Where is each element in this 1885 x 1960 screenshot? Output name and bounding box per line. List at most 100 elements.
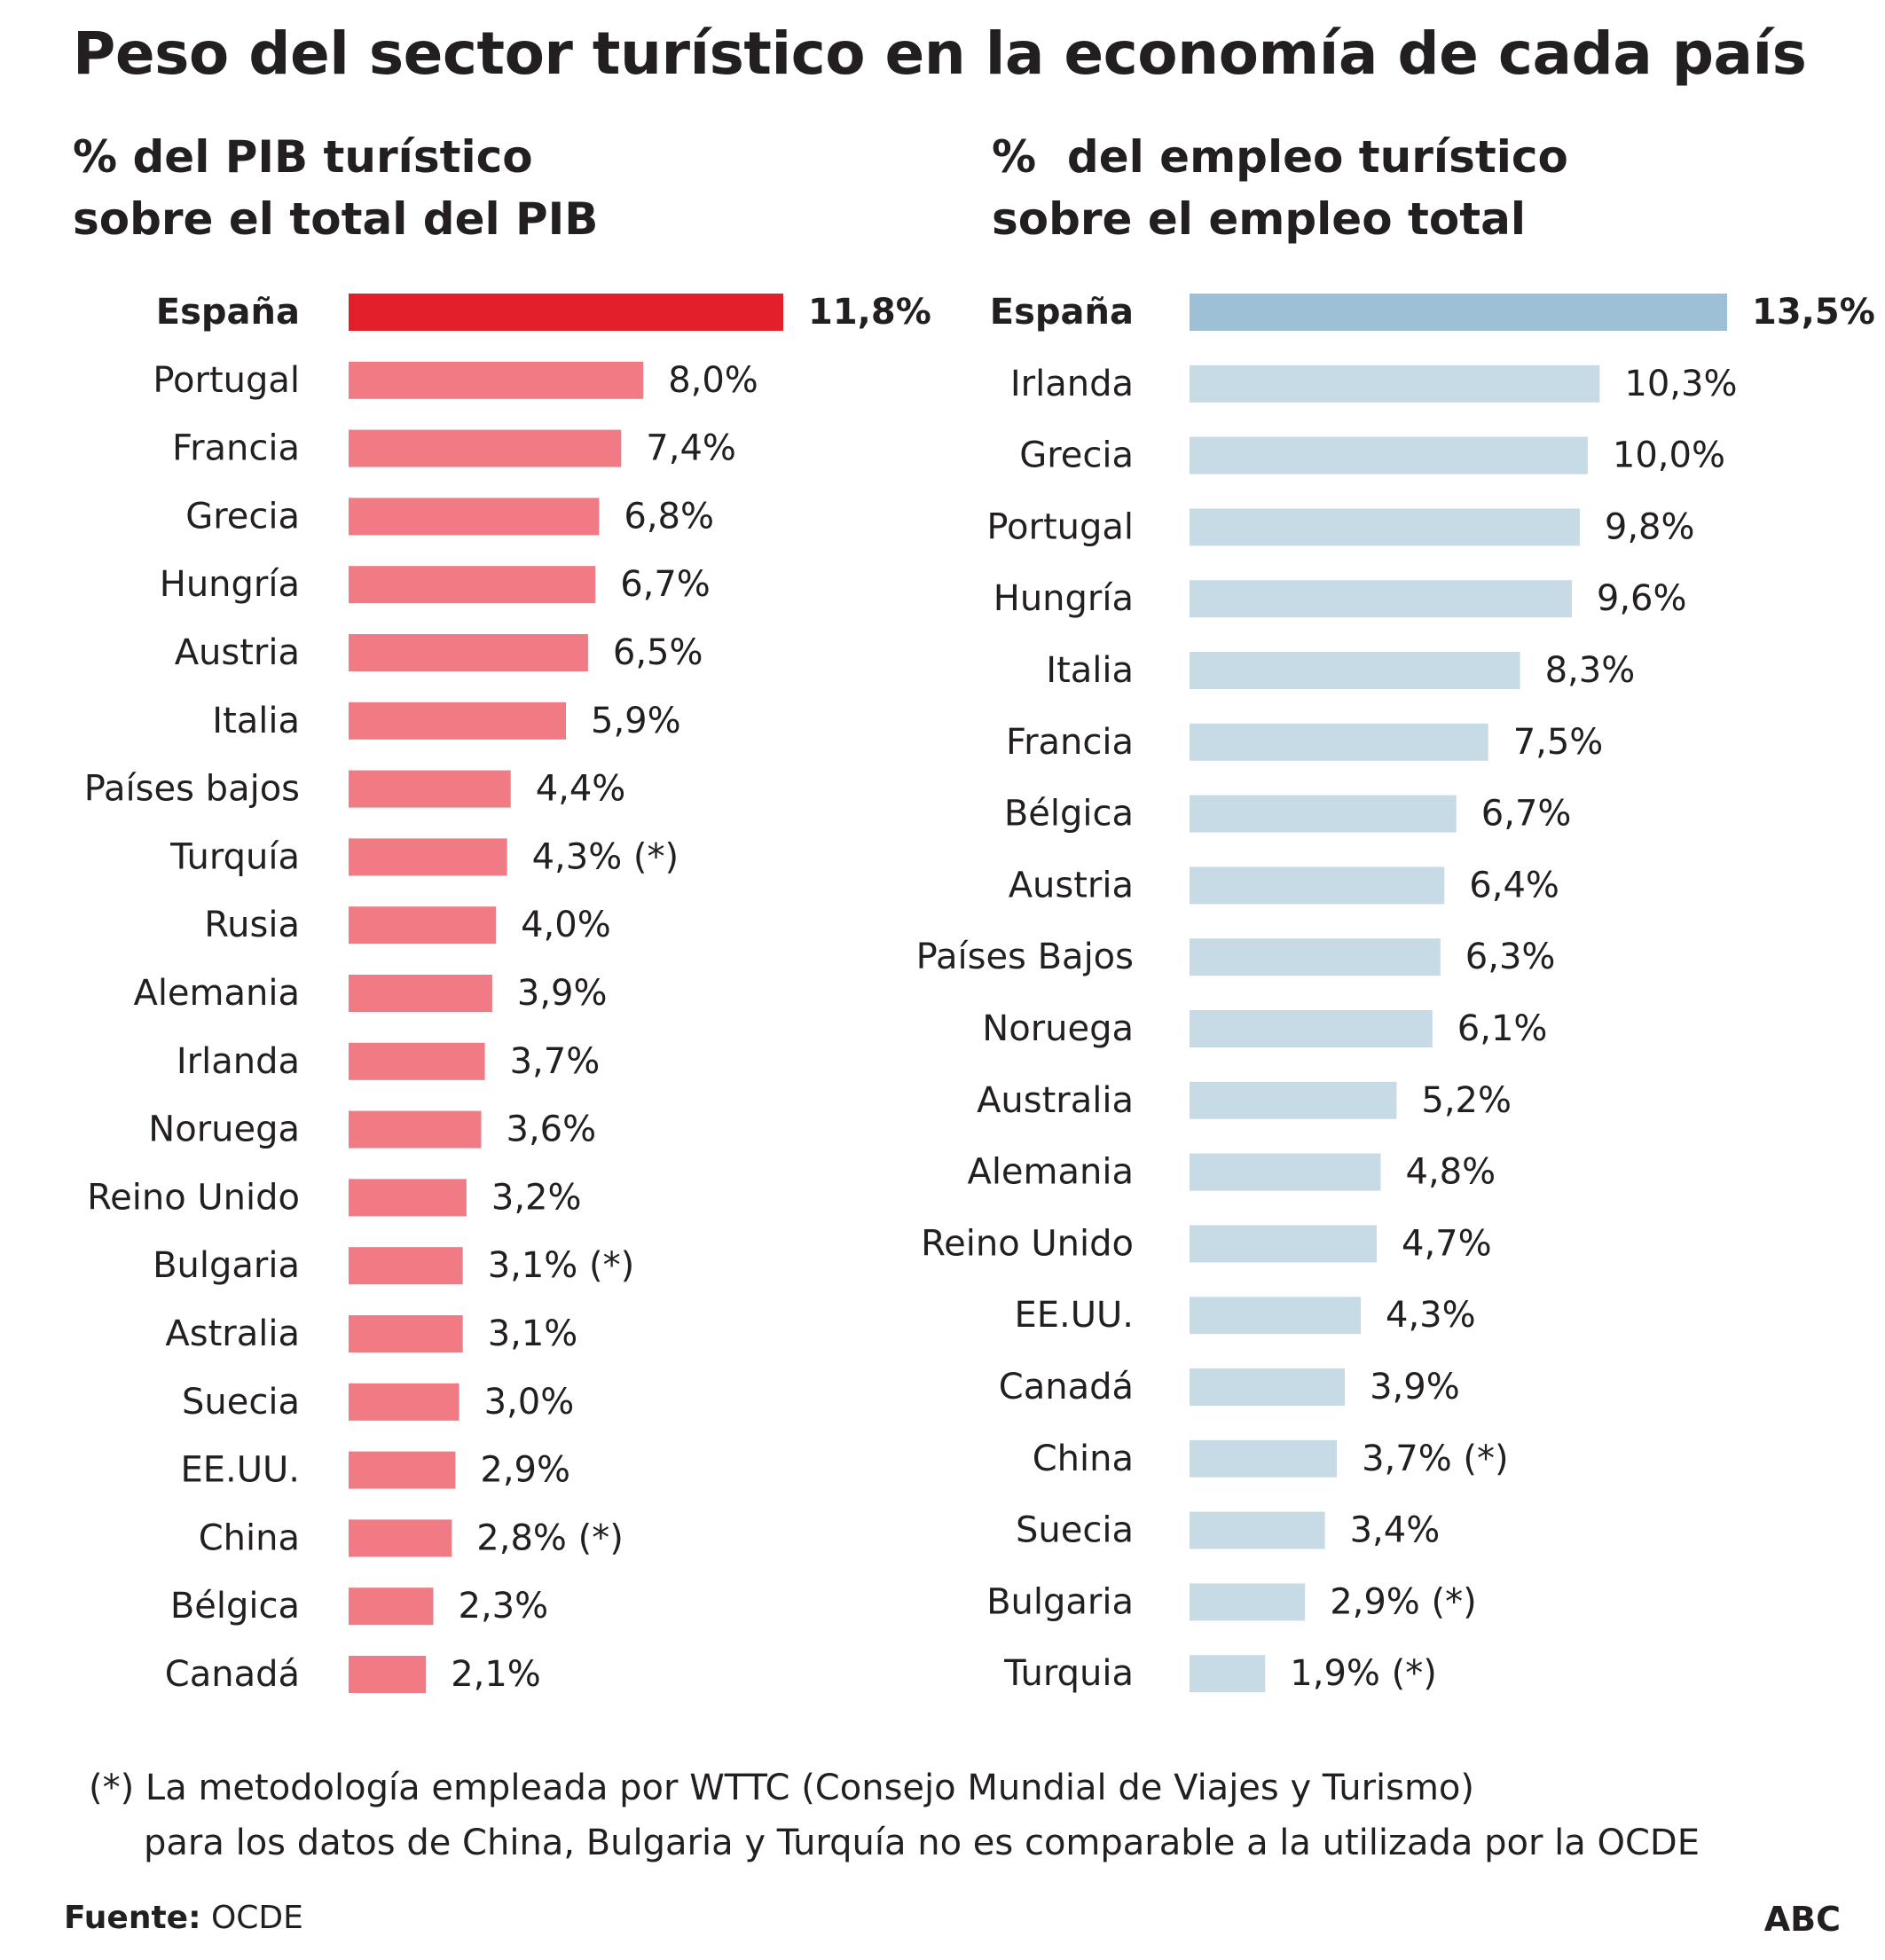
pib-value-label: 6,8%	[624, 496, 714, 537]
pib-bar	[349, 1247, 463, 1285]
pib-bar	[349, 770, 511, 808]
pib-bar	[349, 906, 497, 945]
emp-category-label: Canadá	[999, 1367, 1134, 1407]
pib-bar	[349, 1110, 482, 1149]
emp-category-label: Noruega	[982, 1008, 1134, 1049]
emp-bar	[1190, 938, 1441, 976]
emp-bar	[1190, 1511, 1325, 1549]
emp-category-label: Suecia	[1016, 1510, 1134, 1551]
emp-category-label: Grecia	[1019, 435, 1134, 476]
pib-subtitle-line-2: sobre el total del PIB	[73, 193, 599, 245]
emp-bar	[1190, 723, 1488, 761]
pib-category-label: Rusia	[204, 905, 300, 945]
pib-category-label: Bulgaria	[153, 1245, 300, 1286]
employment-subtitle-line-2: sobre el empleo total	[992, 193, 1526, 245]
pib-category-label: EE.UU.	[180, 1450, 300, 1491]
emp-value-label: 10,0%	[1613, 435, 1725, 476]
pib-value-label: 3,6%	[507, 1109, 597, 1150]
source-value: OCDE	[210, 1900, 303, 1936]
emp-value-label: 9,8%	[1605, 506, 1695, 547]
pib-value-label: 3,0%	[484, 1382, 575, 1423]
pib-category-label: Francia	[172, 428, 300, 469]
emp-category-label: EE.UU.	[1014, 1295, 1134, 1336]
emp-category-label: Reino Unido	[921, 1223, 1134, 1264]
pib-value-label: 2,1%	[451, 1654, 541, 1695]
pib-bar	[349, 1656, 427, 1693]
pib-category-label: Italia	[212, 701, 300, 741]
emp-category-label: Hungría	[994, 578, 1134, 619]
pib-category-label: Astralia	[165, 1313, 300, 1354]
pib-category-label: España	[156, 292, 300, 333]
emp-category-label: Países Bajos	[916, 937, 1134, 977]
pib-bar	[349, 1519, 452, 1557]
emp-bar	[1190, 1655, 1266, 1693]
emp-value-label: 13,5%	[1752, 292, 1875, 333]
pib-value-label: 3,1%	[488, 1313, 578, 1354]
emp-value-label: 4,7%	[1402, 1223, 1492, 1264]
employment-subtitle-line-1: % del empleo turístico	[992, 131, 1568, 183]
emp-category-label: Italia	[1046, 650, 1134, 691]
pib-bar	[349, 1315, 463, 1352]
pib-value-label: 2,8% (*)	[476, 1517, 624, 1558]
pib-bar	[349, 634, 588, 671]
chart-title: Peso del sector turístico en la economía…	[73, 20, 1807, 88]
pib-value-label: 6,5%	[613, 632, 703, 673]
pib-value-label: 2,3%	[459, 1586, 549, 1627]
emp-category-label: Turquia	[1003, 1653, 1134, 1694]
employment-chart-subtitle: % del empleo turístico sobre el empleo t…	[992, 126, 1568, 250]
pib-bar	[349, 1451, 456, 1489]
pib-category-label: China	[199, 1517, 300, 1558]
emp-bar	[1190, 795, 1457, 833]
pib-category-label: Turquía	[169, 836, 300, 877]
emp-bar	[1190, 1081, 1397, 1119]
pib-bar	[349, 975, 492, 1012]
emp-value-label: 5,2%	[1421, 1080, 1512, 1121]
pib-chart-subtitle: % del PIB turístico sobre el total del P…	[73, 126, 598, 250]
pib-bar	[349, 1179, 467, 1217]
employment-bar-chart: España 13,5% Irlanda 10,3% Grecia 10,0% Portug…	[916, 292, 1875, 1694]
pib-bar	[349, 702, 566, 740]
footnote-line-2: para los datos de China, Bulgaria y Turq…	[144, 1823, 1700, 1863]
emp-bar	[1190, 508, 1580, 546]
emp-bar	[1190, 1225, 1377, 1263]
emp-category-label: Australia	[977, 1080, 1134, 1121]
emp-category-label: España	[990, 292, 1134, 333]
pib-value-label: 5,9%	[591, 701, 681, 741]
emp-category-label: Portugal	[986, 506, 1134, 547]
emp-bar	[1190, 1439, 1338, 1478]
pib-bar	[349, 1042, 485, 1080]
pib-category-label: Austria	[175, 632, 300, 673]
emp-value-label: 6,4%	[1469, 865, 1559, 906]
emp-bar	[1190, 1153, 1381, 1191]
emp-category-label: Austria	[1009, 865, 1134, 906]
emp-bar	[1190, 866, 1445, 905]
emp-value-label: 3,4%	[1350, 1510, 1441, 1551]
emp-bar	[1190, 294, 1727, 331]
pib-value-label: 4,0%	[521, 905, 611, 945]
emp-category-label: Irlanda	[1010, 364, 1134, 404]
emp-value-label: 4,3%	[1386, 1295, 1476, 1336]
emp-value-label: 3,9%	[1370, 1367, 1460, 1407]
emp-bar	[1190, 1583, 1306, 1621]
pib-bar	[349, 429, 622, 467]
pib-value-label: 3,2%	[491, 1177, 582, 1218]
pib-value-label: 3,9%	[517, 973, 608, 1014]
publisher-logo: ABC	[1763, 1900, 1841, 1939]
emp-value-label: 3,7% (*)	[1362, 1439, 1509, 1479]
emp-category-label: Bélgica	[1004, 794, 1134, 835]
emp-value-label: 4,8%	[1406, 1152, 1496, 1193]
pib-bar	[349, 1383, 459, 1421]
emp-bar	[1190, 365, 1600, 403]
pib-value-label: 11,8%	[808, 292, 931, 333]
emp-category-label: Bulgaria	[986, 1581, 1134, 1622]
methodology-footnote: (*) La metodología empleada por WTTC (Co…	[89, 1760, 1700, 1870]
source-credit: Fuente: OCDE	[64, 1900, 303, 1936]
pib-bar	[349, 361, 644, 399]
emp-bar	[1190, 436, 1588, 474]
emp-value-label: 6,1%	[1457, 1008, 1548, 1049]
pib-category-label: Noruega	[148, 1109, 300, 1150]
pib-category-label: Portugal	[153, 360, 300, 401]
pib-bar	[349, 294, 783, 331]
emp-value-label: 2,9% (*)	[1330, 1581, 1477, 1622]
source-label: Fuente:	[64, 1900, 201, 1936]
